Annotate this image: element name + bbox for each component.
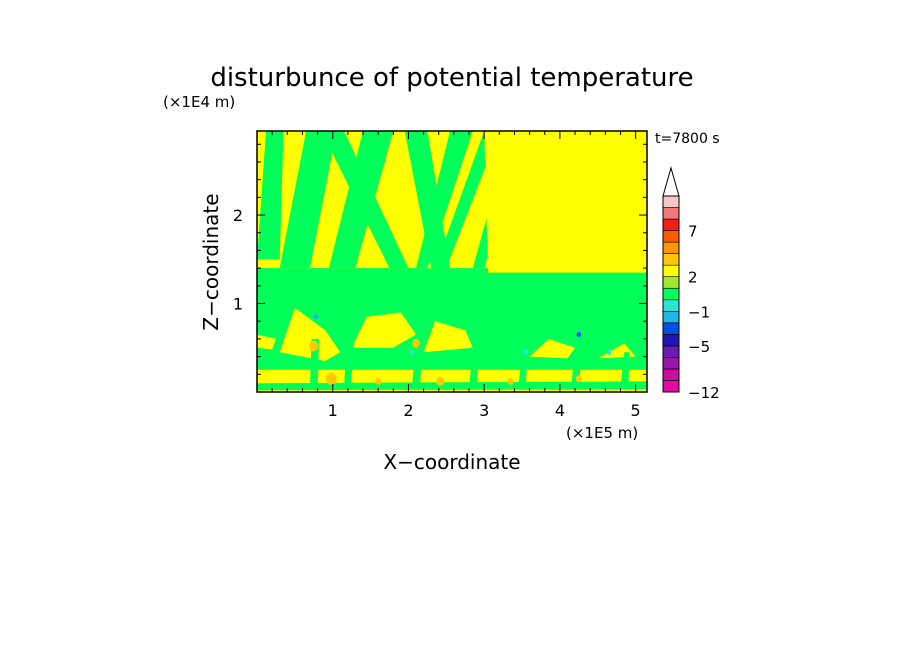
colorbar-level [662,299,680,312]
field-region-green-low [620,352,630,388]
colorbar-level [662,380,680,393]
colorbar-label: 7 [688,223,698,241]
x-tick-label: 4 [555,401,565,420]
colorbar-level [662,357,680,370]
field-region-yellow [351,312,416,348]
field-region-green-low [310,338,320,388]
contour-field [257,131,647,392]
y-tick-label: 2 [233,206,243,225]
y-axis-unit: (×1E4 m) [163,93,235,111]
colorbar-level [662,287,680,301]
colorbar-level [662,368,680,381]
field-spot [576,331,582,338]
colorbar-label: −1 [688,303,710,321]
colorbar-extend-arrow [662,166,680,197]
colorbar-level [662,218,680,231]
field-spot [409,349,415,355]
colorbar-level [662,322,680,335]
plot-frame [256,130,648,393]
field-region-green-low [571,343,583,388]
time-annotation: t=7800 s [655,131,720,147]
x-tick-label: 2 [403,401,413,420]
colorbar-level [662,253,680,266]
x-tick-label: 5 [631,401,641,420]
x-axis-unit: (×1E5 m) [566,424,638,442]
colorbar-label: 2 [688,269,698,287]
field-region-green [435,131,500,269]
field-region-yellow [279,307,341,361]
y-tick-label: 1 [233,295,243,314]
field-spot [507,377,514,385]
x-tick-label: 1 [328,401,338,420]
x-axis-label: X−coordinate [383,450,520,474]
field-spot [313,314,319,320]
colorbar-level [662,345,680,358]
field-spot [375,377,382,385]
colorbar-level [662,241,680,254]
field-spot [309,340,319,352]
colorbar: −12−5−127 [662,166,720,402]
field-region-green [257,131,284,260]
axes: 1 2 3 4 5 1 2 [233,130,648,420]
field-region-yellow [423,321,473,353]
field-region-green [404,131,451,269]
colorbar-level [662,276,680,289]
chart-title: disturbunce of potential temperature [210,63,693,93]
colorbar-level [662,334,680,347]
field-region-green [279,131,337,269]
field-region-green [321,131,409,269]
colorbar-level [662,230,680,243]
field-region-yellow [484,131,647,273]
colorbar-frame [662,195,680,393]
colorbar-level [662,195,680,208]
field-spot [523,349,529,355]
colorbar-level [662,207,680,220]
field-region-yellow [257,334,276,350]
field-spot [436,376,445,386]
field-regions [257,131,647,392]
field-region-green-low [469,352,479,388]
field-spot [606,349,612,355]
colorbar-label: −5 [688,338,710,356]
field-region-green-low [518,352,528,388]
colorbar-level [662,264,680,278]
field-spot [325,372,337,385]
field-region-yellow [529,338,576,359]
field-region-green-low [344,343,354,388]
colorbar-level [662,310,680,324]
field-spot [412,338,420,348]
colorbar-label: −12 [688,384,720,402]
x-tick-label: 3 [479,401,489,420]
field-spot [575,375,582,383]
y-axis-label: Z−coordinate [199,193,223,330]
field-region-green-low [257,381,647,391]
